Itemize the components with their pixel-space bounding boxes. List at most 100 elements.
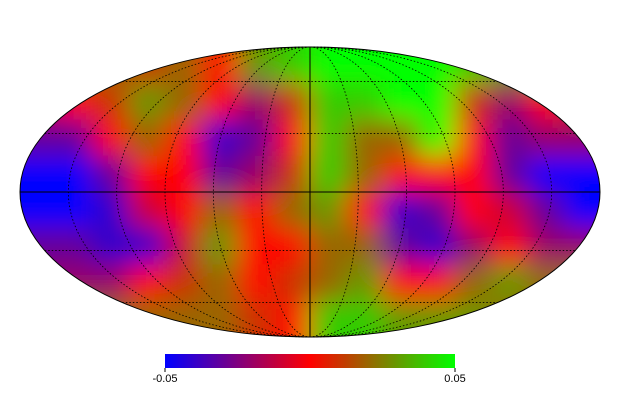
cell: [418, 83, 456, 120]
cell: [128, 155, 166, 193]
cell: [418, 119, 456, 157]
cell: [527, 300, 565, 337]
cell: [455, 264, 492, 302]
cell: [56, 83, 93, 120]
cell: [128, 300, 166, 337]
colorbar-tick-label: -0.05: [152, 373, 177, 385]
cell: [273, 300, 311, 337]
cell: [92, 47, 130, 84]
cell: [20, 119, 57, 157]
cell: [310, 83, 347, 120]
cell: [491, 228, 528, 265]
cell: [237, 228, 275, 265]
cell: [165, 83, 202, 120]
cell: [310, 47, 347, 84]
cell: [310, 155, 347, 193]
cell: [92, 264, 130, 302]
cell: [201, 228, 238, 265]
cell: [310, 264, 347, 302]
cell: [491, 155, 528, 193]
cell: [563, 300, 600, 337]
cell: [527, 83, 565, 120]
cell: [563, 47, 600, 84]
cell: [237, 264, 275, 302]
cell: [273, 119, 311, 157]
cell: [201, 119, 238, 157]
cell: [92, 192, 130, 229]
cell: [563, 228, 600, 265]
cell: [237, 83, 275, 120]
cell: [92, 300, 130, 337]
cell: [201, 47, 238, 84]
cell: [273, 264, 311, 302]
cell: [382, 83, 420, 120]
cell: [56, 300, 93, 337]
cell: [346, 47, 383, 84]
cell: [237, 192, 275, 229]
graticule: [20, 46, 600, 338]
cell: [201, 192, 238, 229]
cell: [128, 119, 166, 157]
cell: [418, 47, 456, 84]
cell: [128, 228, 166, 265]
cell: [491, 264, 528, 302]
cell: [418, 155, 456, 193]
cell: [346, 155, 383, 193]
cell: [455, 83, 492, 120]
cell: [346, 119, 383, 157]
cell: [455, 155, 492, 193]
cell: [418, 192, 456, 229]
cell: [165, 192, 202, 229]
cell: [310, 300, 347, 337]
cell: [237, 119, 275, 157]
cell: [418, 228, 456, 265]
cell: [56, 192, 93, 229]
cell: [455, 300, 492, 337]
cell: [92, 83, 130, 120]
cell: [563, 83, 600, 120]
cell: [92, 155, 130, 193]
cell: [56, 119, 93, 157]
cell: [20, 300, 57, 337]
cell: [346, 192, 383, 229]
cell: [165, 119, 202, 157]
cell: [310, 192, 347, 229]
cell: [20, 228, 57, 265]
cell: [527, 47, 565, 84]
cell: [20, 155, 57, 193]
cell: [418, 264, 456, 302]
cell: [346, 300, 383, 337]
cell: [20, 192, 57, 229]
cell: [273, 83, 311, 120]
cell: [273, 155, 311, 193]
cell: [563, 119, 600, 157]
cell: [491, 300, 528, 337]
cell: [455, 228, 492, 265]
cell: [20, 264, 57, 302]
cell: [382, 264, 420, 302]
cell: [382, 119, 420, 157]
cell: [382, 47, 420, 84]
cell: [346, 83, 383, 120]
colorbar: [165, 354, 455, 368]
cell: [491, 119, 528, 157]
cell: [382, 228, 420, 265]
cell: [128, 83, 166, 120]
cell: [165, 228, 202, 265]
cell: [56, 228, 93, 265]
cell: [237, 47, 275, 84]
cell: [56, 264, 93, 302]
cell: [527, 264, 565, 302]
cell: [382, 192, 420, 229]
cell: [382, 155, 420, 193]
cell: [237, 300, 275, 337]
cell: [563, 264, 600, 302]
cell: [455, 192, 492, 229]
cell: [527, 228, 565, 265]
cell: [273, 47, 311, 84]
cell: [491, 83, 528, 120]
cell: [563, 192, 600, 229]
cell: [273, 228, 311, 265]
map-area: [20, 47, 600, 337]
cell: [237, 155, 275, 193]
